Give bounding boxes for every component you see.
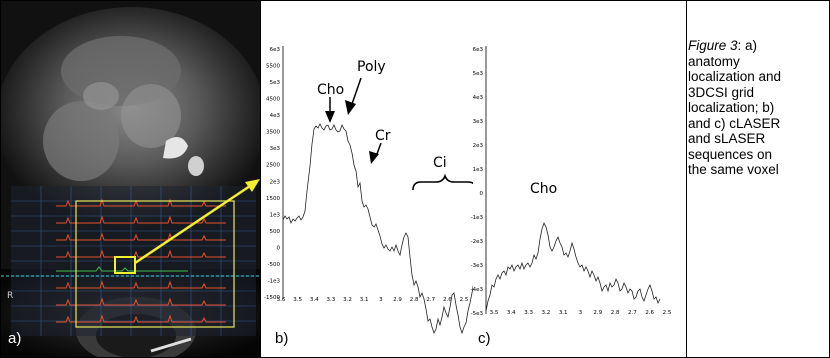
spectrum-b-xtick-4: 3.2 bbox=[343, 297, 352, 303]
panel-b-label: b) bbox=[275, 330, 289, 347]
caption-text-1: anatomy bbox=[688, 53, 740, 69]
spectrum-b-xtick-9: 2.7 bbox=[426, 297, 435, 303]
spectrum-b-ytick-0: 6e3 bbox=[270, 47, 281, 53]
divider-c-caption bbox=[686, 0, 687, 358]
cho-arrowhead bbox=[325, 111, 335, 123]
cr-arrowhead bbox=[369, 151, 379, 164]
spectrum-b-xtick-3: 3.3 bbox=[327, 297, 336, 303]
spectrum-b-chart: 6e3 5500 5e3 4500 4e3 3500 3e3 2500 2e3 1500 1e3 50… bbox=[264, 46, 473, 335]
caption-text-4: localization; b) bbox=[688, 100, 775, 115]
spectrum-c-xtick-7: 2.8 bbox=[611, 310, 620, 316]
spectrum-b-xtick-10: 2.6 bbox=[443, 297, 452, 303]
spectrum-c-xtick-1: 3.4 bbox=[507, 310, 516, 316]
spectrum-c-xtick-9: 2.6 bbox=[645, 310, 654, 316]
spectrum-c-trace bbox=[485, 221, 661, 312]
spectrum-b-cr-label: Cr bbox=[375, 128, 391, 144]
spectrum-b-xtick-1: 3.5 bbox=[293, 297, 302, 303]
panel-c-label: c) bbox=[478, 330, 491, 347]
caption-text-2: localization and bbox=[688, 69, 782, 84]
spectrum-c-ytick-1: 5e3 bbox=[473, 71, 484, 77]
spectrum-b-ytick-5: 3500 bbox=[266, 130, 280, 136]
caption-text-8: the same voxel bbox=[688, 162, 779, 177]
spectrum-c-xtick-10: 2.5 bbox=[663, 310, 672, 316]
spectrum-c-cho-label: Cho bbox=[530, 181, 557, 197]
spectrum-b-ci-label: Ci bbox=[433, 155, 447, 171]
spectrum-c-xtick-4: 3.1 bbox=[559, 310, 568, 316]
caption-text-5: and c) cLASER bbox=[688, 115, 781, 131]
spectrum-b-xtick-8: 2.8 bbox=[410, 297, 419, 303]
spectrum-b-xtick-11: 2.5 bbox=[460, 297, 469, 303]
spectrum-c-ytick-8: -2e3 bbox=[471, 239, 484, 245]
divider-a-b bbox=[260, 0, 261, 358]
ci-brace bbox=[412, 173, 473, 191]
spectrum-b-xtick-6: 3 bbox=[379, 297, 383, 303]
spectrum-b-ytick-4: 4e3 bbox=[270, 113, 281, 119]
caption-text-3: 3DCSI grid bbox=[688, 84, 755, 100]
spectrum-c-xtick-3: 3.2 bbox=[542, 310, 551, 316]
spectrum-c-ytick-4: 2e3 bbox=[473, 143, 484, 149]
csi-grid-box bbox=[75, 200, 235, 328]
caption-text-0: : a) bbox=[737, 38, 758, 53]
spectrum-b-poly-label: Poly bbox=[357, 59, 386, 75]
spectrum-b-ytick-10: 1e3 bbox=[270, 212, 281, 218]
spectrum-c-xtick-2: 3.3 bbox=[524, 310, 533, 316]
spectrum-b-ytick-1: 5500 bbox=[266, 64, 280, 70]
spectrum-c-ytick-7: -1e3 bbox=[471, 215, 484, 221]
spectrum-b-xtick-0: 3.6 bbox=[277, 297, 286, 303]
spectrum-b-ytick-9: 1500 bbox=[266, 196, 280, 202]
cr-arrow-line bbox=[376, 142, 382, 155]
csi-spectra bbox=[56, 198, 226, 323]
spectrum-b-xtick-5: 3.1 bbox=[360, 297, 369, 303]
spectrum-c-ytick-6: 0 bbox=[480, 191, 484, 197]
mri-image: R bbox=[1, 1, 260, 357]
voxel-arrow bbox=[134, 182, 254, 265]
spectrum-b-ytick-13: -500 bbox=[268, 262, 281, 268]
spectrum-b-ytick-14: -1e3 bbox=[268, 278, 281, 284]
spectrum-c-xtick-8: 2.7 bbox=[628, 310, 637, 316]
spectrum-c-ytick-9: -3e3 bbox=[471, 263, 484, 269]
spectrum-c-ytick-5: 1e3 bbox=[473, 167, 484, 173]
figure-caption: Figure 3: a) anatomy localization and 3D… bbox=[688, 38, 828, 178]
caption-text-6: and sLASER bbox=[688, 131, 766, 146]
caption-text-7: sequences on bbox=[688, 146, 773, 162]
spectrum-c-ytick-11: -5e3 bbox=[471, 311, 484, 317]
spectrum-b-trace bbox=[282, 123, 473, 335]
spectrum-c-ytick-10: -4e3 bbox=[471, 287, 484, 293]
spectrum-c-ytick-0: 6e3 bbox=[473, 47, 484, 53]
spectrum-b-ytick-11: 500 bbox=[270, 229, 281, 235]
poly-arrow-line bbox=[351, 77, 362, 105]
spectrum-b-xtick-7: 2.9 bbox=[393, 297, 402, 303]
spectrum-b-ytick-12: 0 bbox=[277, 245, 281, 251]
side-marker: R bbox=[7, 291, 13, 301]
selected-voxel bbox=[114, 256, 136, 274]
spectrum-c-xtick-6: 2.9 bbox=[593, 310, 602, 316]
poly-arrowhead bbox=[345, 100, 356, 115]
caption-line-1: Figure 3: a) bbox=[688, 38, 828, 54]
spectrum-c-ytick-3: 3e3 bbox=[473, 119, 484, 125]
voxel-arrowhead bbox=[245, 179, 260, 192]
spectrum-b-ytick-2: 5e3 bbox=[270, 80, 281, 86]
spectrum-c-xtick-5: 3 bbox=[579, 310, 583, 316]
spectrum-b-ytick-7: 2500 bbox=[266, 163, 280, 169]
mri-anatomy-panel: R bbox=[1, 1, 260, 357]
spectrum-b-xtick-2: 3.4 bbox=[310, 297, 319, 303]
spectrum-b-ytick-15: -1500 bbox=[264, 295, 280, 301]
spectrum-b-cho-label: Cho bbox=[317, 82, 344, 98]
caption-figure-ref: Figure 3 bbox=[688, 38, 738, 53]
spectrum-b-ytick-3: 4500 bbox=[266, 97, 280, 103]
panel-a-label: a) bbox=[8, 330, 22, 347]
spectrum-b-ytick-8: 2e3 bbox=[270, 179, 281, 185]
spectrum-c-ytick-2: 4e3 bbox=[473, 95, 484, 101]
spectrum-c-chart: 6e35e34e33e32e31e30-1e3-2e3-3e3-4e3-5e3 … bbox=[471, 46, 672, 317]
spectrum-c-xtick-0: 3.5 bbox=[490, 310, 499, 316]
spectrum-b-ytick-6: 3e3 bbox=[270, 146, 281, 152]
